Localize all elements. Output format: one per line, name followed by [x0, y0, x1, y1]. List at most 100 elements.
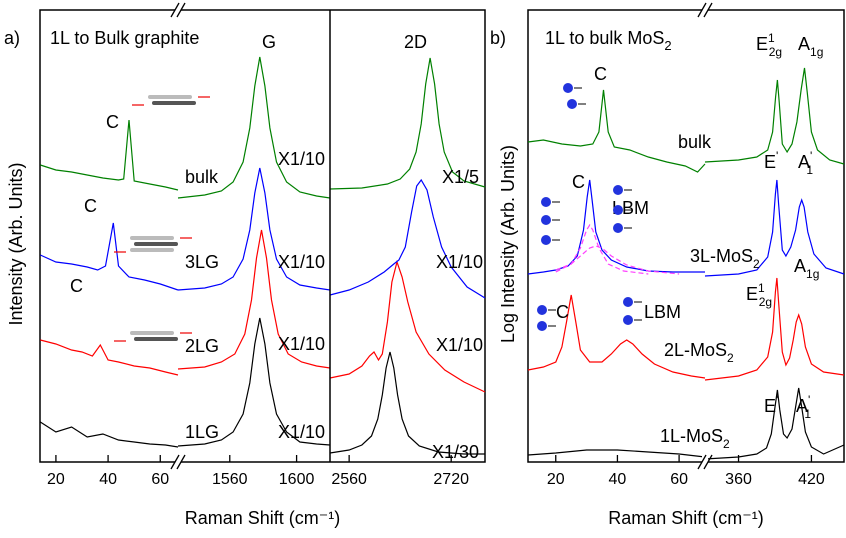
- x-tick-label: 20: [547, 471, 565, 488]
- spectrum: [40, 339, 179, 376]
- spectrum: [39, 421, 179, 448]
- layer-icon: [148, 95, 192, 99]
- annotation-text: E: [746, 284, 758, 304]
- annotation-text: C: [572, 172, 585, 192]
- break-mark: [176, 454, 186, 470]
- spectrum: [704, 67, 845, 165]
- annotation-text: E: [764, 152, 776, 172]
- spectrum: [527, 449, 706, 458]
- annotation-text: A: [796, 396, 808, 416]
- panel-title-text: 1L to Bulk graphite: [50, 28, 199, 48]
- atom-icon: [613, 185, 623, 195]
- annotation: X1/5: [442, 167, 479, 187]
- break-mark: [176, 2, 186, 18]
- spectrum: [704, 277, 845, 381]
- annotation-sub: 1: [806, 163, 813, 177]
- annotation-text: bulk: [185, 167, 219, 187]
- atom-icon: [537, 305, 547, 315]
- annotation-sub: 2: [723, 437, 730, 451]
- x-tick-label: 40: [99, 471, 117, 488]
- annotation: E': [764, 393, 778, 416]
- spectrum: [177, 317, 331, 447]
- x-axis-label: Raman Shift (cm⁻¹): [608, 508, 764, 528]
- layer-icon: [134, 337, 178, 341]
- spectrum: [329, 351, 485, 455]
- annotation: E1 2g: [756, 31, 782, 59]
- annotation-text: 3L-MoS: [690, 246, 753, 266]
- annotation: X1/10: [436, 335, 483, 355]
- annotation: 3LG: [185, 252, 219, 272]
- spectrum: [329, 259, 486, 393]
- annotation: A1g: [794, 256, 819, 281]
- spectrum: [329, 178, 486, 299]
- x-tick-label: 360: [725, 471, 752, 488]
- annotation: 1LG: [185, 422, 219, 442]
- annotation-text: E: [764, 396, 776, 416]
- annotation-text: X1/10: [278, 149, 325, 169]
- break-mark: [697, 2, 707, 18]
- x-tick-label: 1560: [212, 471, 248, 488]
- plot-frame: [39, 9, 486, 463]
- annotation-text: X1/10: [278, 422, 325, 442]
- break-mark: [697, 454, 707, 470]
- annotation-text: X1/5: [442, 167, 479, 187]
- atom-icon: [541, 215, 551, 225]
- annotation-sub: 1g: [806, 267, 819, 281]
- annotation: 2D: [404, 32, 427, 52]
- y-axis-label: Intensity (Arb. Units): [6, 162, 26, 325]
- spectrum: [527, 179, 705, 275]
- x-tick-label: 1600: [279, 471, 315, 488]
- x-tick-label: 2720: [433, 471, 469, 488]
- panel-label: b): [490, 28, 506, 48]
- annotation-text: C: [84, 196, 97, 216]
- annotation-text: C: [106, 112, 119, 132]
- annotation: E': [764, 149, 778, 172]
- panel-title: 1L to bulk MoS2: [545, 28, 672, 53]
- y-axis-label: Log Intensity (Arb. Units): [498, 145, 518, 343]
- annotation: X1/10: [278, 252, 325, 272]
- spectrum: [40, 119, 179, 191]
- annotation: X1/10: [436, 252, 483, 272]
- annotation-text: 2LG: [185, 336, 219, 356]
- panel-title: 1L to Bulk graphite: [50, 28, 199, 48]
- annotation-text: 1L-MoS: [660, 426, 723, 446]
- spectrum: [555, 245, 680, 275]
- layer-icon: [130, 331, 174, 335]
- annotation-text: E: [756, 34, 768, 54]
- layer-icon: [130, 248, 174, 252]
- annotation: A' 1: [798, 149, 813, 177]
- annotation: E1 2g: [746, 281, 772, 309]
- annotation-sub: 1: [804, 407, 811, 421]
- annotation-sub: 2g: [769, 45, 782, 59]
- annotation: bulk: [185, 167, 219, 187]
- atom-icon: [541, 235, 551, 245]
- annotation: C: [572, 172, 585, 192]
- panel-label: a): [4, 28, 20, 48]
- annotation-text: C: [70, 276, 83, 296]
- x-tick-label: 2560: [331, 471, 367, 488]
- annotation-sub: 2: [753, 257, 760, 271]
- atom-icon: [537, 321, 547, 331]
- annotation: C: [106, 112, 119, 132]
- annotation-text: bulk: [678, 132, 712, 152]
- annotation-text: X1/10: [436, 335, 483, 355]
- annotation: 3L-MoS2: [690, 246, 760, 271]
- annotation-text: A: [794, 256, 806, 276]
- annotation-text: X1/10: [278, 252, 325, 272]
- break-gap: [175, 456, 181, 468]
- x-axis-label: Raman Shift (cm⁻¹): [185, 508, 341, 528]
- annotation-sup: ': [776, 149, 778, 163]
- annotation-text: A: [798, 152, 810, 172]
- annotation-sup: 1: [758, 281, 765, 295]
- annotation: LBM: [644, 302, 681, 322]
- annotation-text: LBM: [644, 302, 681, 322]
- x-tick-label: 60: [151, 471, 169, 488]
- x-tick-label: 60: [670, 471, 688, 488]
- annotation: C: [70, 276, 83, 296]
- annotation-sub: 1g: [810, 45, 823, 59]
- panel-title-sub: 2: [664, 38, 671, 53]
- break-gap: [175, 4, 181, 16]
- break-gap: [702, 4, 708, 16]
- spectrum: [177, 167, 331, 291]
